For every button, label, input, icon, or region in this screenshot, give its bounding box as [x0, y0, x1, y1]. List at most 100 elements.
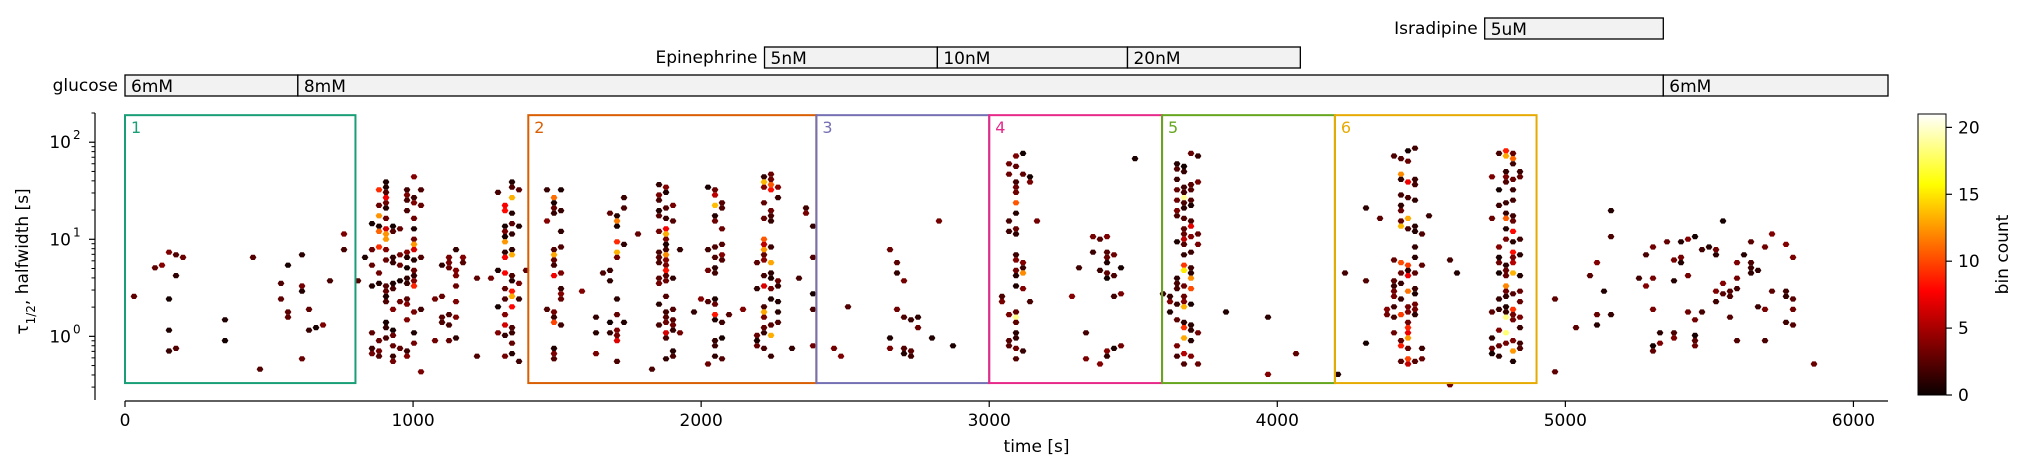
hexbin	[389, 343, 397, 349]
hexbin	[1012, 257, 1020, 263]
hexbin	[1719, 291, 1727, 297]
hexbin	[1397, 156, 1405, 162]
hexbin	[655, 192, 663, 198]
hexbin	[613, 338, 621, 344]
hexbin	[1509, 291, 1517, 297]
hexbin	[1110, 252, 1118, 258]
hexbin	[473, 275, 481, 281]
hexbin	[1404, 158, 1412, 164]
hexbin	[1012, 283, 1020, 289]
hexbin	[669, 322, 677, 328]
hexbin	[760, 174, 768, 180]
hexbin	[1180, 361, 1188, 367]
hexbin	[613, 296, 621, 302]
hexbin	[711, 244, 719, 250]
hexbin	[1194, 153, 1202, 159]
x-tick-label: 4000	[1256, 411, 1299, 431]
hexbin	[802, 210, 810, 216]
hexbin	[613, 239, 621, 245]
hexbin	[382, 215, 390, 221]
hexbin	[382, 319, 390, 325]
hexbin	[375, 353, 383, 359]
hexbin	[809, 223, 817, 229]
hexbin	[1488, 309, 1496, 315]
colorbar-gradient	[1917, 113, 1947, 396]
hexbin	[368, 345, 376, 351]
colorbar-tick-label: 10	[1958, 252, 1980, 272]
hexbin	[767, 332, 775, 338]
hexbin	[1103, 348, 1111, 354]
hexbin	[1222, 309, 1230, 315]
hexbin	[1768, 288, 1776, 294]
hexbin	[1607, 234, 1615, 240]
hexbin	[655, 182, 663, 188]
hexbin	[1411, 182, 1419, 188]
hexbin	[1194, 361, 1202, 367]
colorbar-tick-label: 20	[1958, 118, 1980, 138]
hexbin	[501, 353, 509, 359]
hexbin	[613, 218, 621, 224]
hexbin	[662, 241, 670, 247]
hexbin	[1509, 348, 1517, 354]
hexbin	[718, 319, 726, 325]
region-label-6: 6	[1341, 118, 1351, 137]
hexbin	[1012, 273, 1020, 279]
hexbin	[662, 189, 670, 195]
hexbin	[1761, 338, 1769, 344]
hexbin	[1383, 306, 1391, 312]
hexbin	[1516, 345, 1524, 351]
hexbin	[767, 353, 775, 359]
plot-area: 1 2 3 4 5 6	[124, 113, 1888, 390]
hexbin	[382, 293, 390, 299]
hexbin	[1180, 335, 1188, 341]
hexbin	[662, 356, 670, 362]
hexbin	[1684, 236, 1692, 242]
hexbin	[1194, 330, 1202, 336]
hexbin	[1551, 369, 1559, 375]
hexbin	[557, 244, 565, 250]
hexbin	[389, 280, 397, 286]
colorbar-tick-label: 5	[1958, 319, 1969, 339]
hexbin	[648, 366, 656, 372]
hexbin	[277, 296, 285, 302]
region-label-3: 3	[822, 118, 832, 137]
hexbin	[326, 278, 334, 284]
hexbin	[403, 249, 411, 255]
hexbin	[1502, 309, 1510, 315]
hexbin	[1495, 327, 1503, 333]
hexbin	[1516, 340, 1524, 346]
hexbin	[382, 288, 390, 294]
hexbin	[410, 226, 418, 232]
plot-background	[125, 113, 1888, 390]
hexbin	[1019, 270, 1027, 276]
hexbin	[1390, 330, 1398, 336]
hexbin	[1173, 275, 1181, 281]
hexbin	[1026, 174, 1034, 180]
hexbin	[774, 283, 782, 289]
hexbin	[1726, 314, 1734, 320]
hexbin	[410, 340, 418, 346]
hexbin	[718, 205, 726, 211]
hexbin	[1187, 338, 1195, 344]
hexbin	[1376, 215, 1384, 221]
hexbin	[557, 291, 565, 297]
hexbin	[1509, 197, 1517, 203]
hexbin	[1383, 312, 1391, 318]
hexbin	[1341, 270, 1349, 276]
hexbin	[1005, 218, 1013, 224]
hexbin	[1411, 312, 1419, 318]
hexbin	[368, 330, 376, 336]
hexbin	[1390, 283, 1398, 289]
hexbin	[606, 267, 614, 273]
hexbin	[767, 322, 775, 328]
hexbin	[410, 174, 418, 180]
hexbin	[662, 226, 670, 232]
hexbin	[704, 267, 712, 273]
hexbin	[655, 254, 663, 260]
hexbin	[767, 182, 775, 188]
hexbin	[501, 249, 509, 255]
hexbin	[375, 270, 383, 276]
hexbin	[711, 213, 719, 219]
hexbin	[403, 348, 411, 354]
hexbin	[1187, 187, 1195, 193]
